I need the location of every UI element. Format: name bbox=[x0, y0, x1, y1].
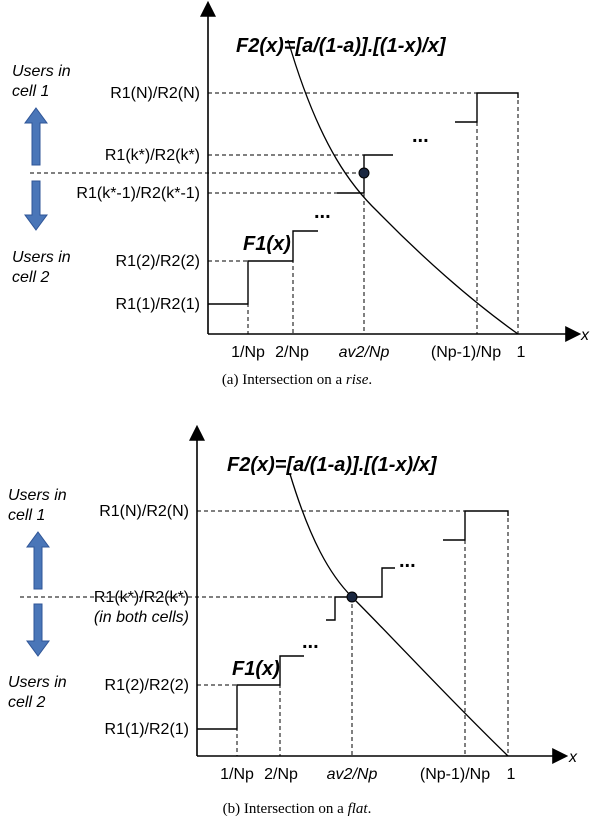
panel-b-f1-label: F1(x) bbox=[232, 658, 280, 680]
panel-a-x-axis-label: x bbox=[580, 327, 590, 344]
panel-b-ylabel-rk: R1(k*)/R2(k*) bbox=[94, 589, 189, 606]
panel-b-f2-label: F2(x)=[a/(1-a)].[(1-x)/x] bbox=[227, 454, 438, 476]
panel-b-ellipsis-upper: ... bbox=[399, 550, 416, 572]
panel-a-users-cell2-line1: Users in bbox=[12, 249, 71, 266]
panel-a-caption: (a) Intersection on a rise. bbox=[222, 372, 372, 388]
panel-b-users-cell2-line1: Users in bbox=[8, 674, 67, 691]
panel-a-xtick-n1: (Np-1)/Np bbox=[431, 344, 501, 361]
panel-a-f2-curve bbox=[287, 39, 519, 335]
panel-b-xtick-n1: (Np-1)/Np bbox=[420, 766, 490, 783]
panel-a-ylabel-rk1: R1(k*-1)/R2(k*-1) bbox=[76, 185, 200, 202]
panel-b-xtick-av: av2/Np bbox=[327, 766, 378, 783]
panel-a-users-cell1-line1: Users in bbox=[12, 63, 71, 80]
panel-b-ylabel-rN: R1(N)/R2(N) bbox=[99, 503, 189, 520]
panel-a-down-arrow-icon bbox=[24, 180, 48, 231]
panel-a-up-arrow-icon bbox=[24, 107, 48, 166]
panel-b-f1-steps-mid bbox=[326, 567, 395, 621]
panel-b-ellipsis-lower: ... bbox=[302, 631, 319, 653]
panel-b-f1-steps-high bbox=[443, 510, 509, 541]
panel-b-xtick-one: 1 bbox=[507, 766, 516, 783]
panel-b-caption: (b) Intersection on a flat. bbox=[223, 801, 372, 817]
panel-b-xtick-1: 1/Np bbox=[220, 766, 254, 783]
panel-a-ylabel-rN: R1(N)/R2(N) bbox=[110, 85, 200, 102]
panel-b-f2-curve bbox=[289, 473, 509, 757]
panel-a-xtick-1: 1/Np bbox=[231, 344, 265, 361]
panel-a-f1-steps-high bbox=[455, 92, 519, 123]
panel-b: x ... ... F2(x)=[a/(1-a)].[(1-x)/x] F1(x… bbox=[8, 424, 578, 817]
panel-a-ylabel-r1: R1(1)/R2(1) bbox=[116, 296, 200, 313]
panel-b-users-cell1-line1: Users in bbox=[8, 487, 67, 504]
panel-b-intersection-dot bbox=[346, 591, 358, 603]
panel-b-f1-steps-low bbox=[197, 655, 304, 730]
panel-a-ylabel-rk: R1(k*)/R2(k*) bbox=[105, 147, 200, 164]
panel-b-xtick-2: 2/Np bbox=[264, 766, 298, 783]
panel-a: x ... ... F2(x)=[a/(1-a)].[(1-x)/x] F1(x… bbox=[12, 0, 590, 388]
panel-a-ellipsis-lower: ... bbox=[314, 201, 331, 223]
panel-a-intersection-dot bbox=[358, 167, 370, 179]
panel-b-down-arrow-icon bbox=[26, 603, 50, 657]
panel-b-users-cell1-line2: cell 1 bbox=[8, 507, 45, 524]
panel-b-ylabel-r2: R1(2)/R2(2) bbox=[105, 677, 189, 694]
panel-a-users-cell1-line2: cell 1 bbox=[12, 83, 49, 100]
panel-b-up-arrow-icon bbox=[26, 531, 50, 590]
panel-b-x-axis-label: x bbox=[568, 749, 578, 766]
panel-a-xtick-one: 1 bbox=[517, 344, 526, 361]
panel-a-f1-label: F1(x) bbox=[243, 233, 291, 255]
panel-a-f1-steps-low bbox=[208, 230, 318, 305]
panel-a-xtick-2: 2/Np bbox=[275, 344, 309, 361]
panel-a-ellipsis-upper: ... bbox=[412, 125, 429, 147]
panel-b-ylabel-r1: R1(1)/R2(1) bbox=[105, 721, 189, 738]
panel-b-ylabel-rk-note: (in both cells) bbox=[94, 609, 189, 626]
panel-b-users-cell2-line2: cell 2 bbox=[8, 694, 45, 711]
panel-a-f2-label: F2(x)=[a/(1-a)].[(1-x)/x] bbox=[236, 35, 447, 57]
panel-a-xtick-av: av2/Np bbox=[339, 344, 390, 361]
panel-a-ylabel-r2: R1(2)/R2(2) bbox=[116, 253, 200, 270]
panel-a-users-cell2-line2: cell 2 bbox=[12, 269, 49, 286]
